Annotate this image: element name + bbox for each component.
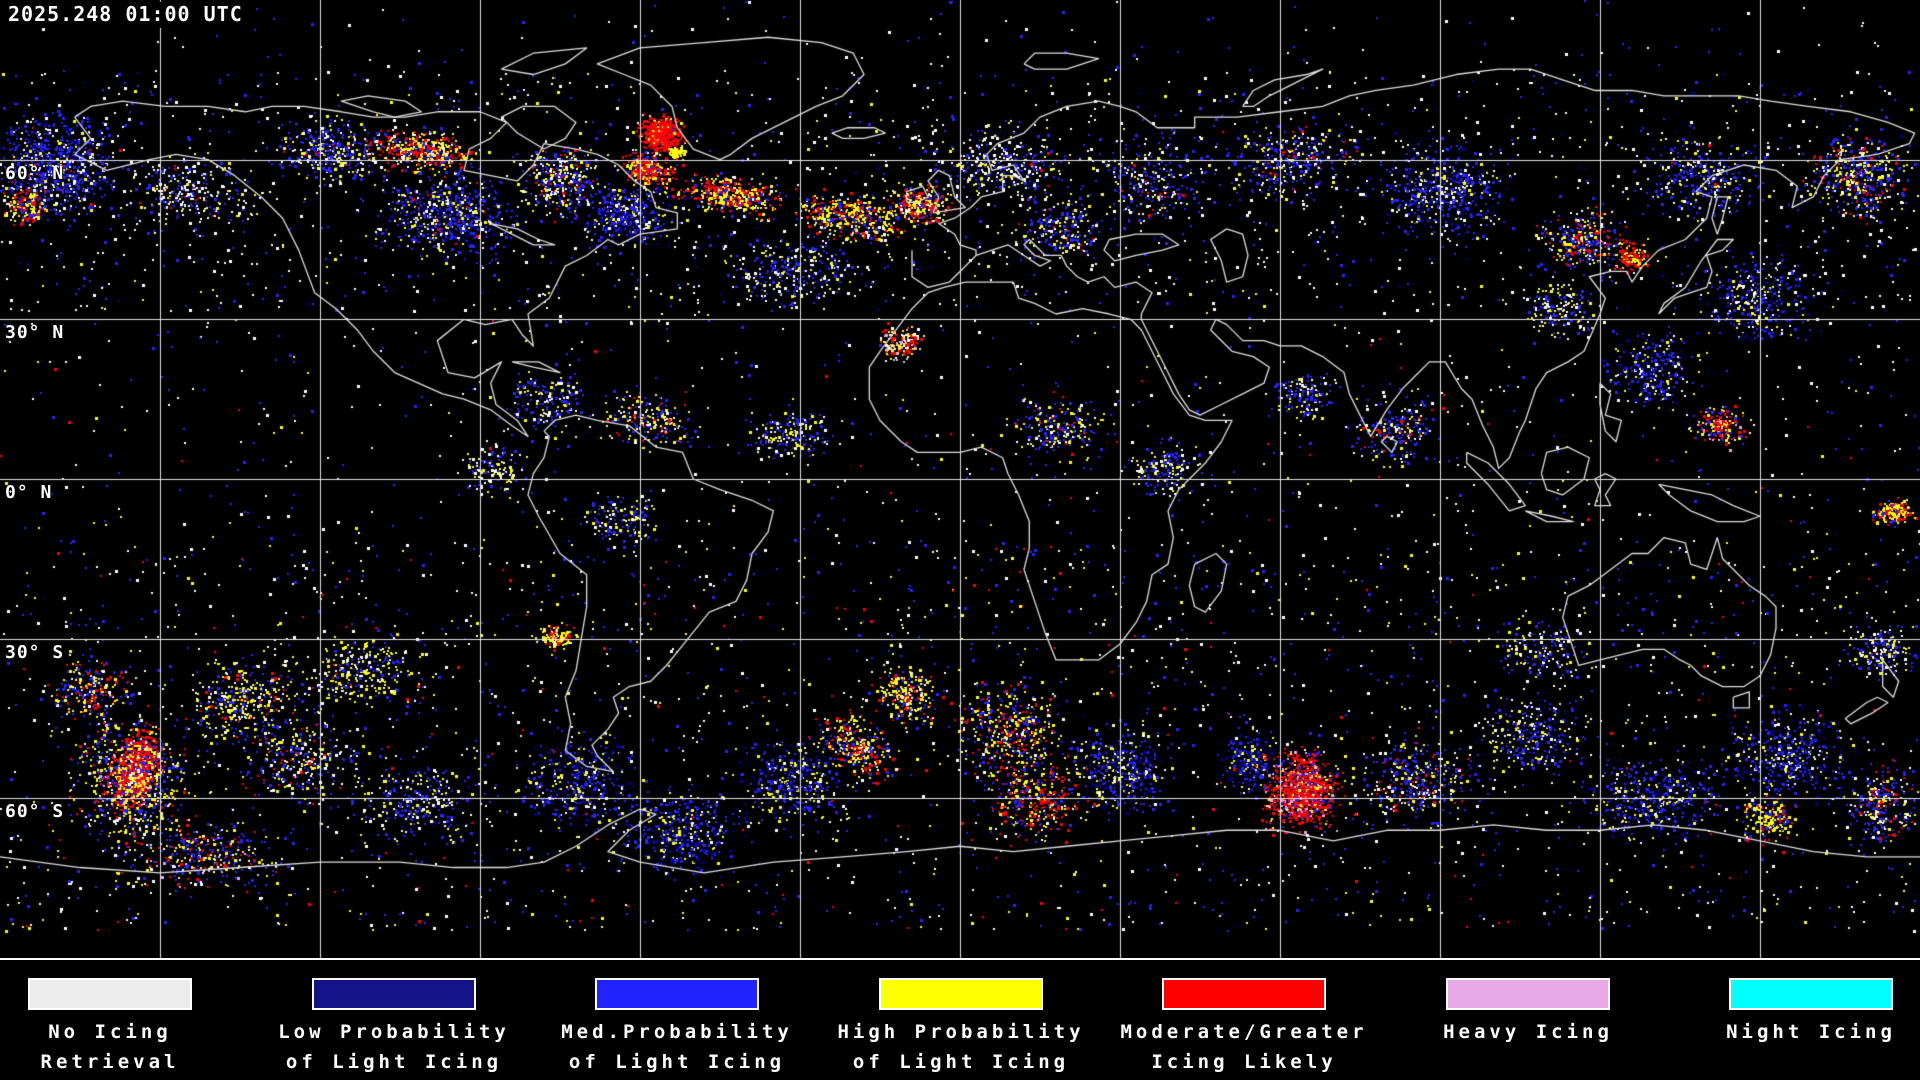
legend-label-line2: of Light Icing: [852, 1051, 1070, 1073]
legend-swatch-low-prob-light-icing: [312, 978, 476, 1010]
lat-label: 60° S: [5, 801, 65, 823]
legend: No Icing Retrieval Low Probability of Light…: [0, 958, 1920, 1080]
legend-item-med-prob-light-icing: Med.Probability of Light Icing: [535, 960, 819, 1077]
lat-label: 0° N: [5, 482, 53, 503]
legend-swatch-no-icing-retrieval: [28, 978, 192, 1010]
legend-label-low-prob-light-icing: Low Probability of Light Icing: [252, 1017, 536, 1077]
timestamp: 2025.248 01:00 UTC: [8, 2, 251, 28]
legend-item-night-icing: Night Icing: [1669, 960, 1920, 1047]
legend-label-med-prob-light-icing: Med.Probability of Light Icing: [535, 1017, 819, 1077]
legend-label-line2: Retrieval: [40, 1051, 180, 1073]
legend-label-line2: Icing Likely: [1151, 1051, 1337, 1073]
legend-label-line1: High Probability: [837, 1021, 1085, 1043]
lat-label: 30° N: [5, 322, 65, 344]
legend-item-no-icing-retrieval: No Icing Retrieval: [0, 960, 252, 1077]
legend-label-line1: Low Probability: [278, 1021, 510, 1043]
legend-item-high-prob-light-icing: High Probability of Light Icing: [819, 960, 1103, 1077]
legend-swatch-high-prob-light-icing: [879, 978, 1043, 1010]
legend-label-line2: of Light Icing: [568, 1051, 786, 1073]
legend-item-low-prob-light-icing: Low Probability of Light Icing: [252, 960, 536, 1077]
legend-item-moderate-greater-icing: Moderate/Greater Icing Likely: [1102, 960, 1386, 1077]
legend-label-line1: Med.Probability: [561, 1021, 793, 1043]
legend-swatch-moderate-greater-icing: [1162, 978, 1326, 1010]
legend-label-high-prob-light-icing: High Probability of Light Icing: [819, 1017, 1103, 1077]
legend-swatch-heavy-icing: [1446, 978, 1610, 1010]
legend-label-line1: No Icing: [48, 1021, 172, 1043]
lat-label: 30° S: [5, 641, 65, 663]
legend-item-heavy-icing: Heavy Icing: [1386, 960, 1670, 1047]
legend-label-moderate-greater-icing: Moderate/Greater Icing Likely: [1102, 1017, 1386, 1077]
icing-map-canvas: [0, 0, 1920, 958]
legend-swatch-med-prob-light-icing: [595, 978, 759, 1010]
legend-label-heavy-icing: Heavy Icing: [1386, 1017, 1670, 1047]
legend-label-line1: Night Icing: [1726, 1021, 1896, 1043]
lat-label: 60° N: [5, 162, 65, 184]
legend-label-night-icing: Night Icing: [1669, 1017, 1920, 1047]
legend-swatch-night-icing: [1729, 978, 1893, 1010]
legend-label-no-icing-retrieval: No Icing Retrieval: [0, 1017, 252, 1077]
world-icing-map: 2025.248 01:00 UTC 60° N 30° N 0° N 30° S 60…: [0, 0, 1920, 958]
legend-label-line1: Heavy Icing: [1443, 1021, 1613, 1043]
legend-label-line2: of Light Icing: [285, 1051, 503, 1073]
legend-label-line1: Moderate/Greater: [1120, 1021, 1368, 1043]
